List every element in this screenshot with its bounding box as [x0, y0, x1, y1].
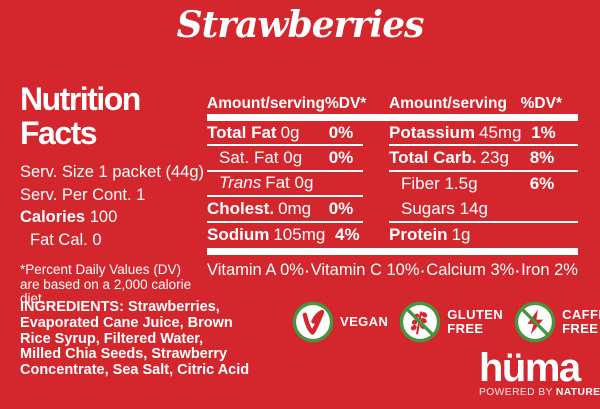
calories-label: Calories [20, 208, 86, 226]
dv-value: 4% [335, 225, 360, 245]
table-row-trans-fat: Trans Fat 0g [207, 172, 363, 198]
brand-logo: hüma POWERED BY NATURE [479, 346, 600, 398]
ingredients-line: Milled Chia Seeds, Strawberry [20, 346, 228, 363]
table-row-protein: Protein 1g [389, 225, 471, 245]
nutrition-facts-heading: Nutrition Facts [20, 82, 206, 150]
dv-value: 8% [529, 148, 555, 168]
left-header-amount: Amount/serving [207, 95, 325, 112]
daily-values-footnote: *Percent Daily Values (DV) are based on … [20, 262, 192, 306]
dv-value: 0% [328, 148, 354, 168]
nutrition-facts-panel: Nutrition Facts Serv. Size 1 packet (44g… [20, 82, 206, 307]
dv-value: 0% [328, 198, 354, 218]
separator-dot: · [515, 262, 521, 279]
gluten-free-icon [399, 301, 441, 343]
dv-value: 1% [531, 122, 556, 142]
calcium: Calcium 3% [426, 261, 515, 279]
caffeine-free-badge: CAFFEINE FREE [514, 301, 600, 343]
ingredients-line: Concentrate, Sea Salt, Citric Acid [20, 362, 250, 379]
dv-value: 0% [328, 122, 354, 142]
vitamins-strip: Vitamin A 0% · Vitamin C 10% · Calcium 3… [207, 261, 578, 280]
dv-value: 6% [529, 174, 555, 194]
ingredients-list: INGREDIENTS: Strawberries, Evaporated Ca… [20, 299, 250, 379]
badge-label: CAFFEINE FREE [562, 306, 600, 336]
table-row-total-carb: Total Carb. 23g 8% [389, 146, 578, 172]
diet-badges: VEGAN GLUTEN FREE [292, 301, 600, 343]
right-nutrient-column: Potassium 45mg 1% Total Carb. 23g 8% Fiber… [389, 121, 578, 248]
footer-divider-bar [207, 247, 578, 255]
ingredients-line: Evaporated Cane Juice, Brown [20, 314, 233, 331]
ingredients-line: Rice Syrup, Filtered Water, [20, 330, 204, 347]
table-row-fiber: Fiber 1.5g 6% [389, 172, 578, 197]
caffeine-free-icon [514, 301, 556, 343]
servings-per-container: Serv. Per Cont. 1 [20, 185, 146, 204]
vegan-icon [292, 301, 334, 343]
calories-line: Calories 100 [20, 206, 206, 229]
table-row-total-fat: Total Fat 0g 0% [207, 121, 363, 147]
table-row-sodium: Sodium 105mg 4% [207, 223, 363, 248]
nutrient-table: Amount/serving %DV* Amount/serving %DV* … [207, 95, 578, 255]
gluten-free-badge: GLUTEN FREE [399, 301, 503, 343]
badge-label: VEGAN [340, 313, 389, 329]
calories-value: 100 [89, 208, 118, 226]
heading-line-2: Facts [20, 115, 98, 151]
table-row-cholesterol: Cholest. 0mg 0% [207, 197, 363, 223]
table-row-sugars: Sugars 14g [389, 197, 578, 223]
separator-dot: · [420, 262, 426, 279]
vitamin-c: Vitamin C 10% [310, 261, 420, 279]
badge-label: GLUTEN FREE [447, 306, 504, 336]
iron: Iron 2% [521, 261, 578, 279]
vitamin-a: Vitamin A 0% [207, 261, 304, 279]
separator-dot: · [304, 262, 310, 279]
serving-size: Serv. Size 1 packet (44g) [20, 163, 205, 181]
right-header-amount: Amount/serving [389, 95, 507, 112]
brand-name: hüma [479, 346, 581, 390]
table-row-potassium: Potassium 45mg 1% [389, 121, 578, 147]
right-header-dv: %DV* [520, 95, 562, 112]
header-divider-bar [207, 114, 578, 121]
ingredients-line: INGREDIENTS: Strawberries, [20, 299, 220, 315]
product-title: Strawberries [176, 4, 425, 46]
left-table-header: Amount/serving %DV* [207, 95, 367, 114]
table-row-sat-fat: Sat. Fat 0g 0% [207, 146, 363, 172]
heading-line-1: Nutrition [20, 81, 141, 117]
left-nutrient-column: Total Fat 0g 0% Sat. Fat 0g 0% Trans Fat 0… [207, 121, 363, 248]
fat-calories-line: Fat Cal. 0 [30, 230, 102, 249]
left-header-dv: %DV* [324, 95, 367, 112]
brand-tagline: POWERED BY NATURE [479, 387, 600, 398]
right-table-header: Amount/serving %DV* [389, 95, 578, 114]
vegan-badge: VEGAN [292, 301, 388, 343]
